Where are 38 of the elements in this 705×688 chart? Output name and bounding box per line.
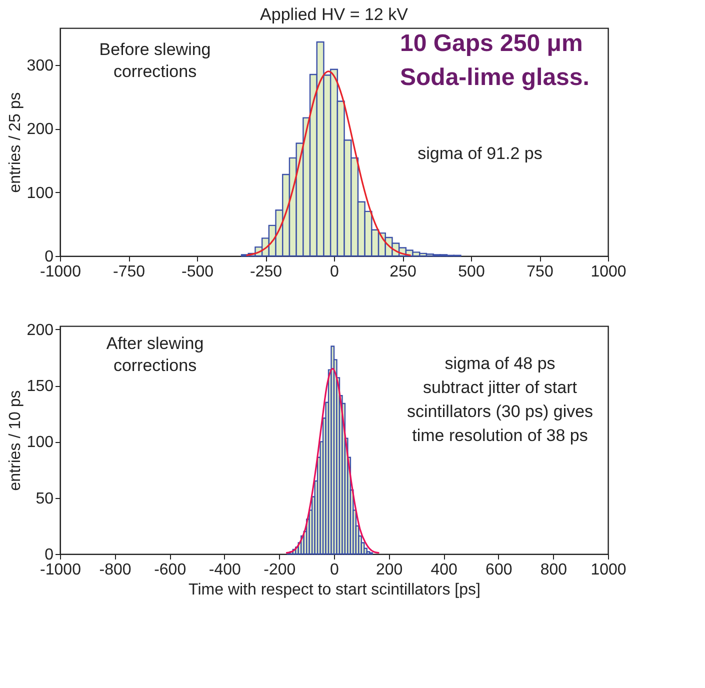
y-tick-label: 300: [26, 57, 54, 74]
y-tick-label: 200: [26, 121, 54, 138]
y-axis-title: entries / 25 ps: [6, 92, 24, 193]
annotation: sigma of 48 ps subtract jitter of start scintillators (30 ps) gives time resolution of 38 ps: [406, 354, 594, 445]
x-tick-label: 800: [540, 562, 568, 578]
x-tick-label: 200: [376, 562, 403, 578]
annotation: sigma of 91.2 ps: [418, 144, 542, 163]
y-tick-label: 0: [44, 546, 54, 564]
annotation: 10 Gaps 250 μm Soda-lime glass.: [400, 30, 590, 91]
x-tick-label: -200: [264, 562, 296, 578]
x-tick-label: 750: [526, 264, 554, 280]
x-tick-label: 500: [458, 264, 485, 280]
annotation: After slewing corrections: [106, 334, 204, 375]
x-tick-label: 600: [486, 562, 512, 578]
x-tick-label: 250: [390, 264, 416, 280]
y-tick-label: 50: [36, 490, 54, 508]
x-tick-label: 1000: [590, 264, 626, 280]
annotation: Before slewing corrections: [99, 40, 211, 81]
x-tick-label: -600: [154, 562, 186, 578]
x-tick-label: -800: [99, 562, 132, 578]
y-tick-label: 100: [26, 434, 54, 452]
y-tick-label: 150: [26, 378, 54, 396]
x-tick-label: 0: [330, 562, 340, 578]
chart-title: Applied HV = 12 kV: [260, 5, 409, 24]
y-axis-title: entries / 10 ps: [6, 390, 24, 491]
x-tick-label: 1000: [590, 562, 626, 578]
y-tick-label: 0: [44, 248, 54, 266]
x-tick-label: -250: [250, 264, 282, 280]
x-tick-label: -750: [112, 264, 146, 280]
x-tick-label: -400: [208, 562, 242, 578]
x-tick-label: -500: [181, 264, 214, 280]
x-tick-label: 400: [430, 562, 458, 578]
x-tick-label: -1000: [40, 562, 82, 578]
x-tick-label: 0: [330, 264, 340, 280]
x-axis-title: Time with respect to start scintillators [ps]: [188, 582, 480, 598]
y-tick-label: 200: [26, 322, 54, 339]
x-tick-label: -1000: [40, 264, 82, 280]
y-tick-label: 100: [26, 184, 54, 202]
